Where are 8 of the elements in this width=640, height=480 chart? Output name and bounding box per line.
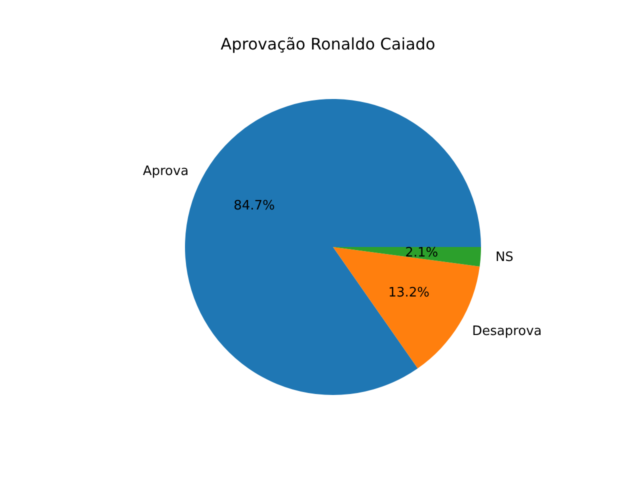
- slice-label: Aprova: [142, 164, 189, 180]
- slice-label: NS: [495, 250, 514, 266]
- pie-slice: [333, 247, 481, 266]
- data-label: 13.2%: [388, 286, 430, 301]
- chart-title: Aprovação Ronaldo Caiado: [220, 34, 436, 54]
- slice-label: Desaprova: [472, 324, 542, 340]
- data-label: 84.7%: [234, 198, 275, 214]
- data-label: 2.1%: [405, 245, 438, 260]
